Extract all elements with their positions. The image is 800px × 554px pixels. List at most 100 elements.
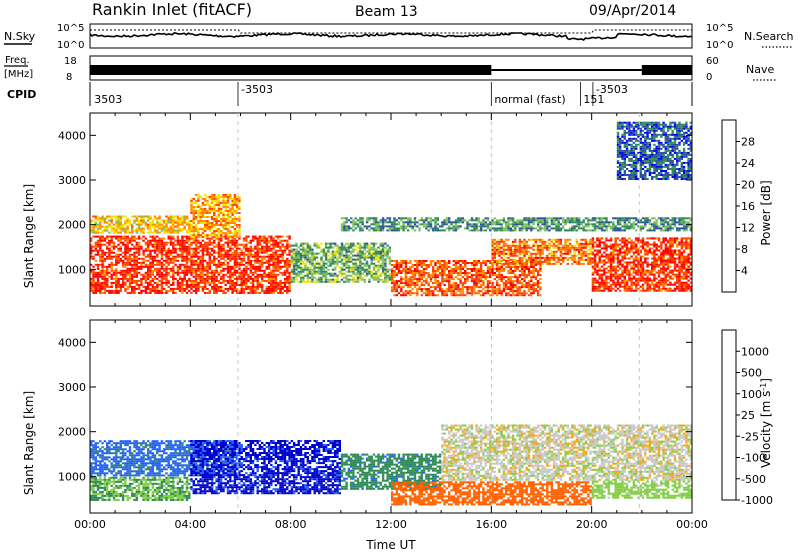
heatmap-cell [573, 252, 576, 255]
heatmap-cell [226, 257, 230, 260]
heatmap-cell [96, 287, 100, 290]
heatmap-cell [119, 257, 122, 260]
heatmap-cell [461, 276, 465, 279]
heatmap-cell [274, 241, 278, 244]
heatmap-cell [169, 243, 173, 246]
heatmap-cell [165, 261, 168, 264]
heatmap-cell [466, 227, 469, 230]
heatmap-cell [432, 266, 435, 269]
heatmap-cell [279, 283, 282, 286]
heatmap-cell [500, 227, 503, 230]
heatmap-cell [516, 254, 519, 257]
heatmap-cell [249, 277, 252, 280]
heatmap-cell [320, 242, 323, 245]
heatmap-cell [584, 223, 588, 226]
heatmap-cell [370, 272, 373, 275]
heatmap-cell [402, 292, 405, 295]
heatmap-cell [434, 294, 437, 297]
heatmap-cell [559, 246, 563, 249]
heatmap-cell [343, 225, 346, 228]
heatmap-cell [183, 225, 186, 228]
heatmap-cell [153, 281, 157, 284]
heatmap-cell [345, 229, 348, 232]
heatmap-cell [539, 274, 542, 277]
heatmap-cell [267, 263, 271, 266]
heatmap-cell [306, 280, 309, 283]
heatmap-cell [96, 275, 100, 278]
heatmap-cell [233, 245, 237, 248]
heatmap-cell [491, 223, 494, 226]
heatmap-cell [106, 279, 109, 282]
heatmap-cell [274, 253, 278, 256]
heatmap-cell [194, 283, 198, 286]
heatmap-cell [135, 231, 138, 234]
heatmap-cell [279, 241, 282, 244]
heatmap-cell [523, 238, 526, 241]
heatmap-cell [181, 269, 184, 272]
heatmap-cell [343, 256, 346, 259]
heatmap-cell [272, 263, 275, 266]
heatmap-cell [204, 236, 207, 239]
heatmap-cell [448, 286, 451, 289]
heatmap-cell [135, 283, 138, 286]
heatmap-cell [434, 282, 437, 285]
heatmap-cell [484, 217, 487, 220]
heatmap-cell [564, 246, 567, 249]
heatmap-cell [131, 225, 134, 228]
heatmap-cell [283, 247, 287, 250]
heatmap-cell [103, 221, 107, 224]
heatmap-cell [115, 225, 118, 228]
heatmap-cell [277, 245, 280, 248]
heatmap-cell [224, 207, 227, 210]
heatmap-cell [229, 253, 232, 256]
heatmap-cell [425, 225, 428, 228]
heatmap-cell [108, 275, 111, 278]
heatmap-cell [194, 269, 198, 272]
heatmap-cell [213, 218, 216, 221]
heatmap-cell [359, 219, 362, 222]
heatmap-cell [331, 252, 335, 255]
heatmap-cell [413, 284, 417, 287]
heatmap-cell [147, 267, 150, 270]
heatmap-cell [249, 291, 252, 294]
heatmap-cell [242, 263, 246, 266]
heatmap-cell [454, 268, 458, 271]
heatmap-cell [270, 263, 273, 266]
heatmap-cell [411, 264, 414, 267]
heatmap-cell [391, 229, 394, 232]
heatmap-cell [493, 221, 496, 224]
heatmap-cell [534, 240, 538, 243]
heatmap-cell [224, 205, 227, 208]
heatmap-cell [169, 259, 173, 262]
heatmap-cell [523, 272, 526, 275]
heatmap-cell [518, 240, 522, 243]
heatmap-cell [124, 227, 127, 230]
heatmap-cell [603, 221, 606, 224]
heatmap-cell [454, 221, 458, 224]
heatmap-cell [395, 272, 398, 275]
heatmap-cell [231, 197, 234, 200]
heatmap-cell [226, 249, 230, 252]
heatmap-cell [192, 255, 195, 258]
heatmap-cell [96, 273, 100, 276]
heatmap-cell [299, 244, 303, 247]
heatmap-cell [270, 247, 273, 250]
heatmap-cell [92, 255, 95, 258]
heatmap-cell [343, 221, 346, 224]
heatmap-cell [242, 245, 246, 248]
heatmap-cell [183, 245, 186, 248]
heatmap-cell [128, 279, 132, 282]
heatmap-cell [521, 229, 524, 232]
heatmap-cell [124, 239, 127, 242]
heatmap-cell [235, 247, 239, 250]
heatmap-cell [201, 239, 205, 242]
heatmap-cell [352, 258, 355, 261]
heatmap-cell [498, 286, 501, 289]
heatmap-cell [208, 263, 211, 266]
heatmap-cell [550, 254, 553, 257]
heatmap-cell [295, 266, 298, 269]
heatmap-cell [479, 272, 483, 275]
heatmap-cell [210, 205, 214, 208]
heatmap-cell [359, 225, 362, 228]
heatmap-cell [443, 294, 446, 297]
